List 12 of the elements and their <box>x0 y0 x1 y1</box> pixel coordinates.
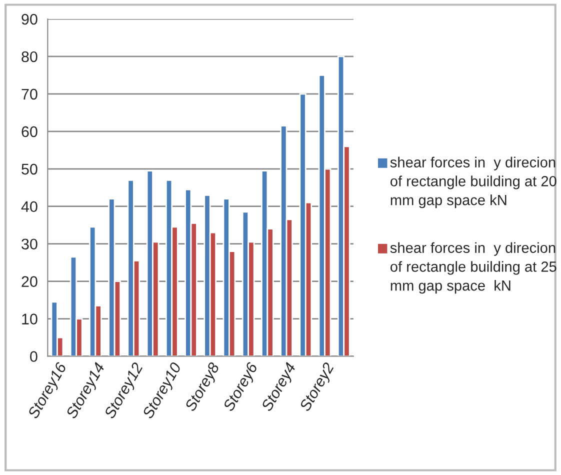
y-tick-label: 80 <box>22 51 38 62</box>
y-tick-label: 10 <box>22 314 38 324</box>
legend-label: shear forces in y direcion of rectangle building at 25 mm gap space kN <box>390 242 556 294</box>
y-tick-label: 20 <box>22 276 38 287</box>
y-tick-label: 40 <box>21 201 38 212</box>
y-tick-label: 50 <box>22 164 38 175</box>
y-tick-label: 0 <box>30 351 38 362</box>
y-tick-label: 30 <box>22 238 38 250</box>
y-tick-label: 90 <box>22 14 38 25</box>
y-tick-label: 70 <box>22 88 38 100</box>
y-tick-label: 60 <box>22 126 38 138</box>
legend-label: shear forces in y direcion of rectangle building at 20 mm gap space kN <box>390 156 556 208</box>
